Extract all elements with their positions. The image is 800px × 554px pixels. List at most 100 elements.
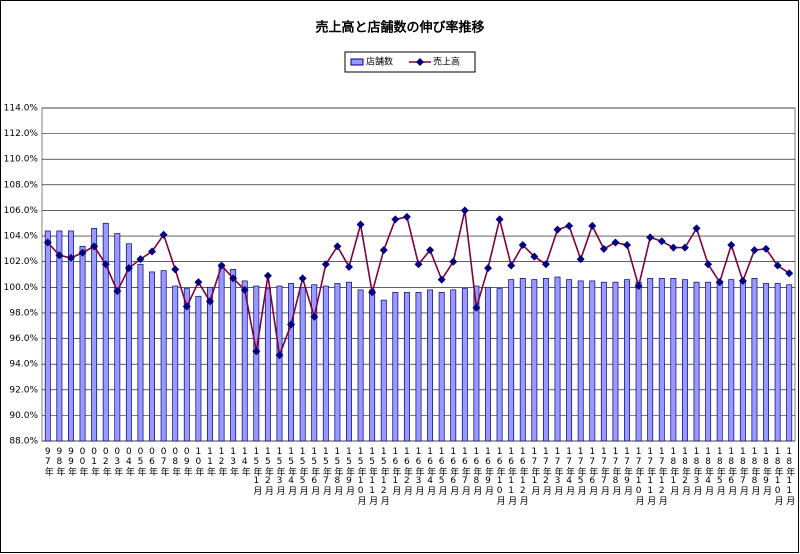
marker <box>518 241 527 250</box>
x-tick-label: 11年 <box>205 447 216 477</box>
bar <box>519 277 526 442</box>
y-tick-label: 92.0% <box>9 385 38 395</box>
marker <box>263 271 272 280</box>
bar <box>577 280 584 442</box>
marker <box>240 285 249 294</box>
marker <box>310 312 319 321</box>
x-tick-label: 18年4月 <box>703 447 714 496</box>
bar <box>299 286 306 442</box>
bar <box>172 285 179 442</box>
x-tick-label: 08年 <box>170 447 181 477</box>
x-tick-label: 18年8月 <box>749 447 760 496</box>
marker <box>171 265 180 274</box>
x-tick-label: 15年9月 <box>344 447 355 496</box>
bar <box>241 280 248 442</box>
marker <box>298 274 307 283</box>
x-tick-label: 15年4月 <box>286 447 297 496</box>
x-tick-label: 18年7月 <box>738 447 749 496</box>
marker <box>727 241 736 250</box>
marker <box>90 242 99 251</box>
marker <box>101 260 110 269</box>
marker <box>275 351 284 360</box>
x-tick-label: 16年5月 <box>437 447 448 496</box>
x-tick-label: 16年6月 <box>448 447 459 496</box>
bar <box>531 279 538 442</box>
x-tick-label: 17年8月 <box>610 447 621 496</box>
bar <box>693 281 700 442</box>
x-tick-label: 17年10月 <box>634 447 645 506</box>
x-tick-label: 17年12月 <box>657 447 668 506</box>
x-tick-label: 15年7月 <box>321 447 332 496</box>
marker <box>55 251 64 260</box>
bar <box>739 280 746 442</box>
y-tick-label: 88.0% <box>9 437 38 447</box>
bar <box>253 285 260 442</box>
marker <box>773 261 782 270</box>
bar <box>114 233 121 442</box>
marker <box>321 260 330 269</box>
legend-swatch <box>350 58 364 66</box>
bar <box>485 286 491 442</box>
x-tick-label: 15年11月 <box>367 447 378 506</box>
bar <box>751 277 758 442</box>
x-tick-label: 03年 <box>112 447 123 477</box>
marker <box>182 302 191 311</box>
y-tick-label: 104.0% <box>4 232 39 242</box>
marker <box>634 282 643 291</box>
x-tick-label: 97年 <box>43 447 54 477</box>
x-tick-label: 18年10月 <box>773 447 784 506</box>
bar <box>380 299 387 442</box>
marker <box>113 287 122 296</box>
x-tick-label: 15年12月 <box>379 447 390 506</box>
bar <box>786 284 793 442</box>
marker <box>437 275 446 284</box>
marker <box>530 252 539 261</box>
x-tick-label: 17年1月 <box>529 447 540 496</box>
x-tick-label: 00年 <box>78 447 89 477</box>
x-tick-label: 16年1月 <box>390 447 401 496</box>
marker <box>368 288 377 297</box>
x-tick-label: 16年12月 <box>518 447 529 506</box>
bar <box>612 281 619 442</box>
x-tick-label: 16年7月 <box>460 447 471 496</box>
marker <box>402 212 411 221</box>
marker <box>159 230 168 239</box>
bar <box>681 279 688 442</box>
marker <box>553 225 562 234</box>
bar <box>658 277 665 442</box>
marker <box>78 248 87 257</box>
legend-label: 売上高 <box>433 56 460 68</box>
x-tick-label: 15年5月 <box>298 447 309 496</box>
x-tick-label: 16年8月 <box>471 447 482 496</box>
x-tick-label: 13年 <box>228 447 239 477</box>
y-tick-label: 114.0% <box>4 104 39 114</box>
x-tick-label: 17年3月 <box>553 447 564 496</box>
x-tick-label: 10年 <box>193 447 204 477</box>
bar <box>763 283 769 442</box>
x-tick-label: 17年6月 <box>587 447 598 496</box>
marker <box>356 220 365 229</box>
marker <box>391 215 400 224</box>
marker <box>472 303 481 312</box>
marker <box>344 262 353 271</box>
x-tick-label: 17年4月 <box>564 447 575 496</box>
bar <box>311 284 318 442</box>
legend: 店舗数 売上高 <box>344 51 476 73</box>
x-tick-label: 16年11月 <box>506 447 516 506</box>
bar <box>79 245 86 442</box>
marker <box>680 243 689 252</box>
marker <box>599 244 608 253</box>
marker <box>194 278 203 287</box>
bar <box>438 292 445 442</box>
y-tick-label: 100.0% <box>4 283 39 293</box>
y-tick-label: 90.0% <box>9 411 38 421</box>
x-tick-label: 05年 <box>135 447 146 477</box>
x-tick-label: 15年3月 <box>274 447 285 496</box>
marker <box>449 257 458 266</box>
bar <box>461 288 468 442</box>
bar <box>508 279 515 442</box>
marker <box>414 260 423 269</box>
bar <box>427 289 434 442</box>
bar <box>288 283 295 442</box>
bar <box>264 288 271 442</box>
